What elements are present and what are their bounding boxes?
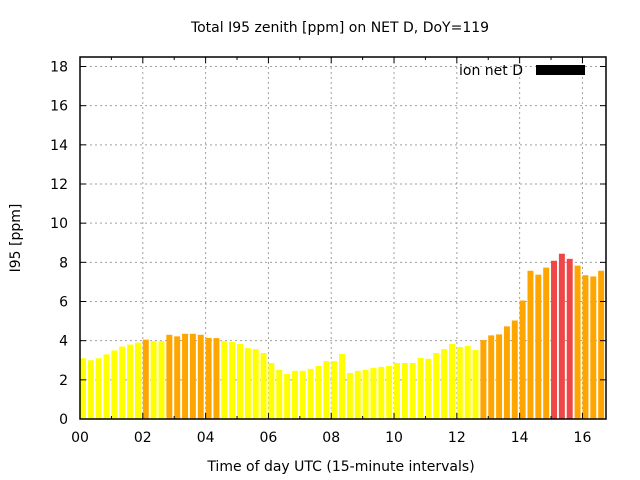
- bar: [480, 340, 487, 419]
- bar: [339, 353, 346, 419]
- bar: [221, 341, 228, 419]
- y-tick-label: 18: [50, 60, 68, 76]
- x-tick-label: 02: [134, 430, 152, 446]
- bar: [433, 353, 440, 419]
- y-tick-label: 12: [50, 177, 68, 193]
- grid: [80, 57, 606, 419]
- y-tick-label: 16: [50, 99, 68, 115]
- bar: [401, 362, 408, 419]
- bar: [558, 253, 565, 419]
- bar: [598, 270, 605, 419]
- bar: [315, 365, 322, 419]
- bar: [197, 334, 204, 419]
- bars: [80, 253, 605, 419]
- x-tick-label: 04: [197, 430, 215, 446]
- bar: [496, 334, 503, 419]
- bar: [276, 369, 283, 419]
- bar: [244, 348, 251, 419]
- x-tick-labels: 00 02 04 06 08 10 12 14 16: [71, 430, 591, 446]
- y-tick-label: 8: [59, 255, 68, 271]
- bar: [354, 370, 361, 419]
- y-tick-labels: 0 2 4 6 8 10 12 14 16 18: [50, 60, 68, 429]
- bar: [370, 367, 377, 419]
- bar: [323, 361, 330, 419]
- bar: [189, 333, 196, 419]
- bar: [346, 372, 353, 419]
- bar: [488, 335, 495, 419]
- bar: [503, 326, 510, 419]
- bar: [80, 358, 86, 419]
- bar: [535, 274, 542, 419]
- y-tick-label: 14: [50, 138, 68, 154]
- bar: [205, 337, 212, 419]
- bar: [527, 270, 534, 419]
- x-tick-label: 00: [71, 430, 89, 446]
- x-tick-label: 16: [574, 430, 592, 446]
- x-tick-label: 12: [448, 430, 466, 446]
- bar: [582, 275, 589, 419]
- bar: [284, 373, 291, 419]
- x-axis-label: Time of day UTC (15-minute intervals): [206, 459, 474, 475]
- x-tick-label: 06: [260, 430, 278, 446]
- y-tick-label: 4: [59, 334, 68, 350]
- y-tick-label: 2: [59, 373, 68, 389]
- bar: [95, 358, 102, 419]
- legend-label: ion net D: [459, 63, 523, 79]
- bar: [174, 336, 181, 419]
- bar: [409, 362, 416, 419]
- bar: [566, 258, 573, 419]
- bar: [237, 343, 243, 419]
- plot-frame: [79, 56, 607, 420]
- bar: [543, 267, 550, 419]
- x-tick-label: 10: [385, 430, 403, 446]
- bar: [331, 361, 338, 419]
- bar: [119, 346, 126, 419]
- bar: [574, 265, 581, 419]
- bar: [158, 341, 165, 419]
- bar: [229, 342, 236, 419]
- bar: [378, 366, 385, 419]
- bar: [103, 354, 110, 419]
- bar: [472, 350, 479, 419]
- bar: [268, 362, 275, 419]
- bar: [142, 339, 149, 419]
- bar: [213, 338, 220, 419]
- bar: [551, 260, 558, 419]
- bar: [166, 334, 173, 419]
- bar: [127, 344, 134, 419]
- bar: [111, 350, 118, 419]
- y-axis-label: I95 [ppm]: [8, 204, 24, 273]
- ticks: [79, 57, 606, 420]
- x-tick-label: 14: [511, 430, 529, 446]
- bar: [182, 333, 189, 419]
- bar: [519, 300, 526, 419]
- bar: [150, 341, 157, 419]
- legend-swatch: [536, 65, 585, 75]
- x-tick-label: 08: [322, 430, 340, 446]
- bar: [456, 346, 463, 419]
- bar: [417, 357, 424, 419]
- bar: [394, 362, 400, 419]
- bar: [425, 358, 432, 419]
- bar: [464, 345, 471, 419]
- bar: [362, 369, 369, 419]
- bar: [134, 342, 141, 419]
- y-tick-label: 0: [59, 412, 68, 428]
- bar: [448, 343, 455, 419]
- legend: ion net D: [459, 63, 585, 79]
- bar: [291, 370, 298, 419]
- bar: [260, 353, 267, 419]
- bar: [252, 349, 259, 419]
- bar: [307, 368, 314, 419]
- bar: [299, 370, 306, 419]
- bar: [511, 320, 518, 419]
- bar: [590, 276, 597, 419]
- y-tick-label: 6: [59, 295, 68, 311]
- y-tick-label: 10: [50, 216, 68, 232]
- bar: [386, 365, 393, 419]
- bar: [441, 349, 448, 419]
- chart-title: Total I95 zenith [ppm] on NET D, DoY=119: [190, 20, 489, 36]
- bar: [87, 360, 94, 419]
